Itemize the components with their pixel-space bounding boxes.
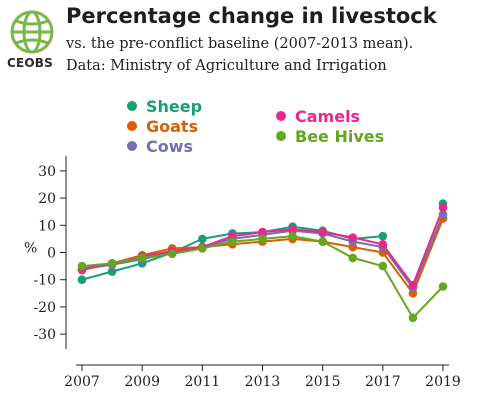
y-tick-label: 20 — [38, 191, 56, 207]
data-point-bee-hives — [318, 237, 327, 246]
data-point-camels — [438, 203, 448, 212]
data-point-sheep — [378, 231, 388, 241]
chart-subtitle: vs. the pre-conflict baseline (2007-2013… — [66, 36, 414, 52]
data-point-bee-hives — [137, 253, 147, 263]
data-point-camels — [318, 227, 327, 237]
data-point-camels — [288, 225, 297, 234]
y-tick-label: -30 — [33, 327, 56, 343]
y-tick-label: -10 — [33, 273, 56, 289]
logo-text: CEOBS — [7, 56, 53, 70]
chart-header: CEOBS Percentage change in livestock vs.… — [0, 0, 480, 90]
data-point-bee-hives — [408, 313, 418, 323]
x-tick-label: 2007 — [64, 374, 100, 390]
data-point-bee-hives — [288, 231, 297, 241]
chart-title: Percentage change in livestock — [66, 4, 437, 28]
series-layer — [77, 199, 448, 323]
legend-marker — [127, 121, 137, 131]
legend-marker — [127, 141, 137, 151]
legend-marker — [276, 131, 286, 141]
y-axis-label: % — [24, 241, 37, 257]
data-point-bee-hives — [378, 261, 388, 271]
x-tick-label: 2009 — [124, 374, 160, 390]
x-tick-label: 2011 — [185, 374, 221, 390]
legend-label: Camels — [295, 107, 360, 126]
legend-label: Cows — [146, 137, 193, 156]
series-line-bee-hives — [81, 235, 444, 319]
data-point-cows — [438, 210, 448, 219]
data-point-bee-hives — [348, 253, 358, 263]
data-point-sheep — [198, 234, 207, 244]
legend-label: Bee Hives — [295, 127, 384, 146]
y-tick-label: 30 — [38, 164, 56, 180]
data-point-sheep — [77, 275, 87, 285]
data-point-bee-hives — [77, 261, 87, 271]
data-point-camels — [378, 240, 388, 249]
data-point-bee-hives — [258, 234, 267, 244]
data-point-bee-hives — [198, 244, 207, 253]
data-point-bee-hives — [228, 237, 237, 246]
data-point-camels — [348, 233, 358, 242]
y-tick-label: -20 — [33, 300, 56, 316]
y-tick-label: 10 — [38, 218, 56, 234]
ceobs-logo — [6, 6, 58, 86]
x-tick-label: 2013 — [245, 374, 281, 390]
data-point-bee-hives — [438, 282, 448, 291]
y-tick-label: 0 — [47, 246, 56, 262]
x-tick-label: 2019 — [425, 374, 461, 390]
x-tick-label: 2015 — [305, 374, 341, 390]
data-point-bee-hives — [167, 249, 177, 259]
series-line-camels — [81, 207, 444, 287]
legend-marker — [127, 101, 137, 111]
x-tick-label: 2017 — [365, 374, 401, 390]
data-point-camels — [258, 227, 267, 237]
data-source: Data: Ministry of Agriculture and Irriga… — [66, 58, 387, 74]
legend-marker — [276, 111, 286, 121]
legend-label: Sheep — [146, 97, 202, 116]
legend-label: Goats — [146, 117, 198, 136]
data-point-sheep — [107, 267, 117, 276]
globe-icon — [10, 10, 54, 54]
data-point-camels — [408, 280, 418, 290]
data-point-bee-hives — [107, 259, 117, 268]
axes: 30 20 10 0 -10 -20 -30% 2007 2009 2011 2013 2015 201… — [24, 156, 461, 390]
